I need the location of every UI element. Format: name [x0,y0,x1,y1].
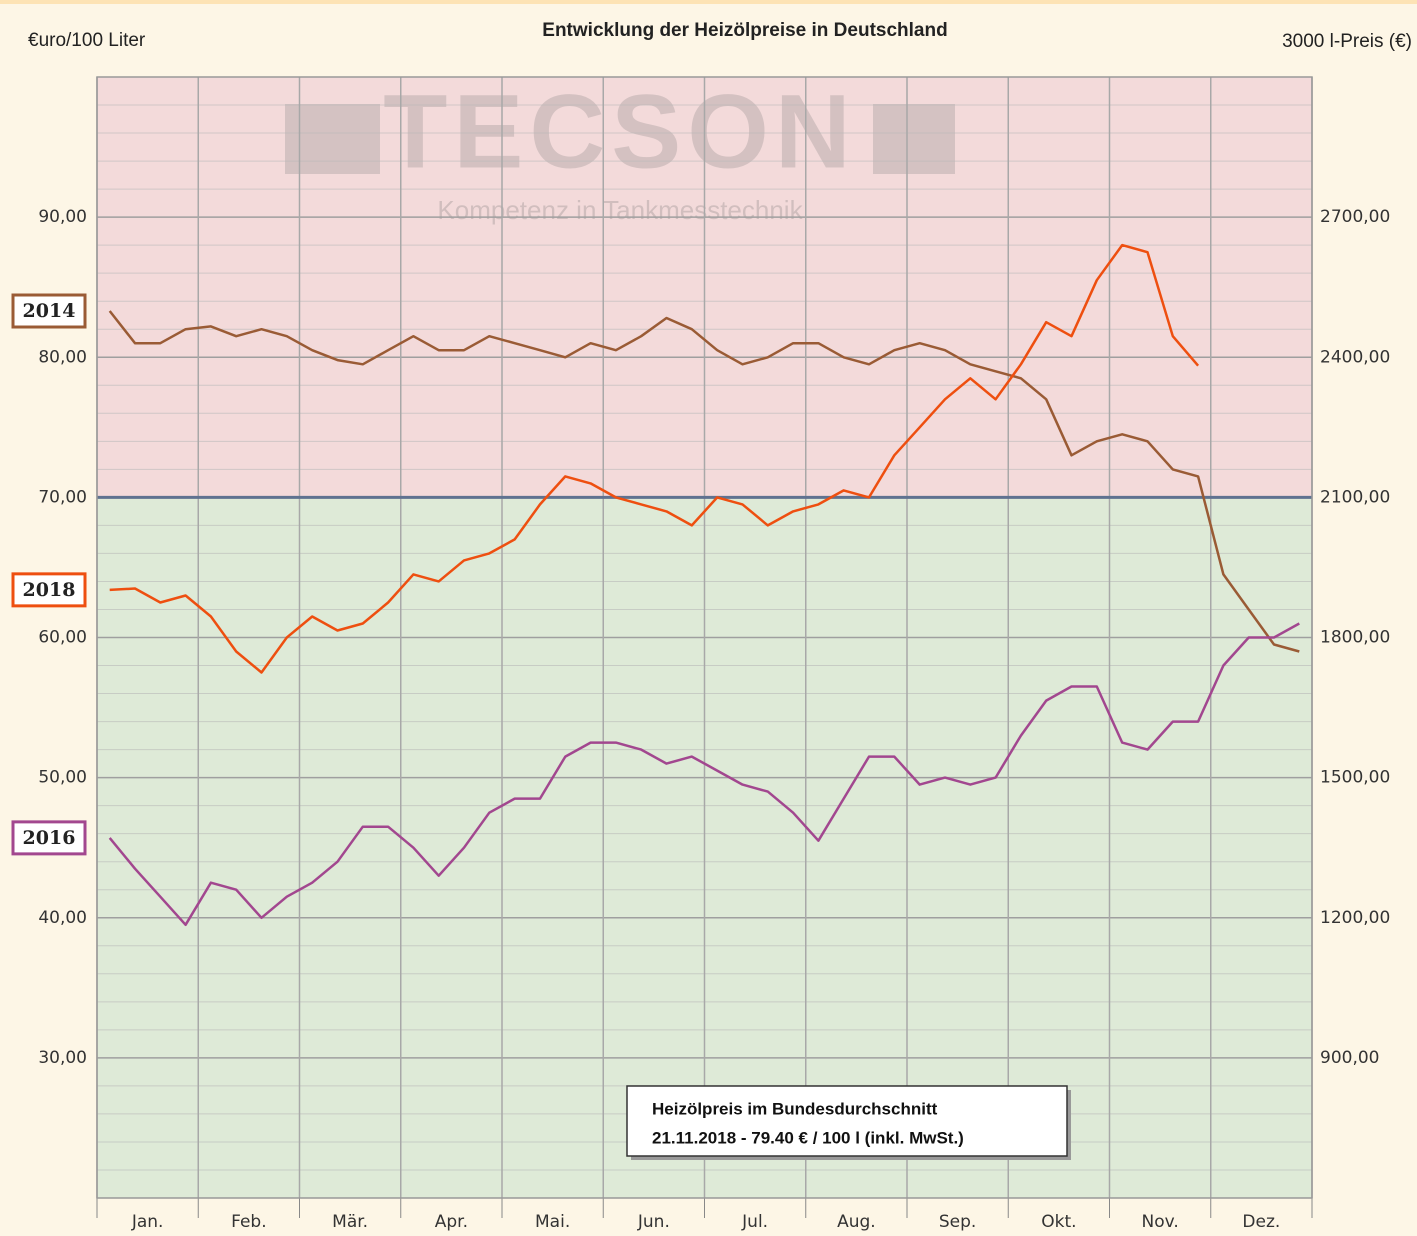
legend-label: 2018 [23,579,76,601]
legend-label: 2014 [23,300,76,322]
annotation-text: 21.11.2018 - 79.40 € / 100 l (inkl. MwSt… [652,1128,964,1147]
x-tick-label: Nov. [1141,1212,1178,1232]
x-tick-label: Sep. [939,1212,976,1232]
annotation-box [626,1085,1068,1157]
y-tick-label: 60,00 [38,628,87,648]
y-tick-label: 90,00 [38,207,87,227]
legend-label: 2016 [23,827,76,849]
y2-tick-label: 2400,00 [1320,347,1390,367]
y-tick-label: 30,00 [38,1048,87,1068]
x-tick-label: Mai. [535,1212,570,1232]
x-tick-label: Feb. [231,1212,267,1232]
watermark-block [873,104,955,174]
watermark-block [285,104,380,174]
chart-title: Entwicklung der Heizölpreise in Deutschl… [542,20,947,41]
x-tick-label: Jun. [637,1212,670,1232]
legend-box [11,293,87,329]
y2-tick-label: 1800,00 [1320,628,1390,648]
x-tick-label: Mär. [332,1212,368,1232]
series-line [108,622,1300,927]
plot-border [96,76,1313,1199]
x-tick-label: Jul. [741,1212,768,1232]
y-axis-label: €uro/100 Liter [28,30,146,51]
y2-tick-label: 900,00 [1320,1048,1379,1068]
y2-tick-label: 2100,00 [1320,487,1390,507]
y-tick-label: 70,00 [38,487,87,507]
annotation-text: Heizölpreis im Bundesdurchschnitt [652,1099,938,1118]
legend-box [11,820,87,856]
x-tick-label: Okt. [1041,1212,1076,1232]
y-tick-label: 50,00 [38,768,87,788]
x-tick-label: Apr. [435,1212,468,1232]
x-tick-label: Aug. [837,1212,876,1232]
legend-box [11,572,87,608]
x-tick-label: Jan. [131,1212,164,1232]
top-border [0,0,1417,4]
y2-tick-label: 1500,00 [1320,768,1390,788]
y2-tick-label: 1200,00 [1320,908,1390,928]
y2-axis-label: 3000 l-Preis (€) [1282,31,1412,52]
series-line [108,310,1300,653]
x-tick-label: Dez. [1242,1212,1280,1232]
watermark: TECSON [383,74,857,191]
y-tick-label: 40,00 [38,908,87,928]
series-line [109,243,1200,674]
y2-tick-label: 2700,00 [1320,207,1390,227]
y-tick-label: 80,00 [38,347,87,367]
watermark-subtitle: Kompetenz in Tankmesstechnik [437,195,803,225]
